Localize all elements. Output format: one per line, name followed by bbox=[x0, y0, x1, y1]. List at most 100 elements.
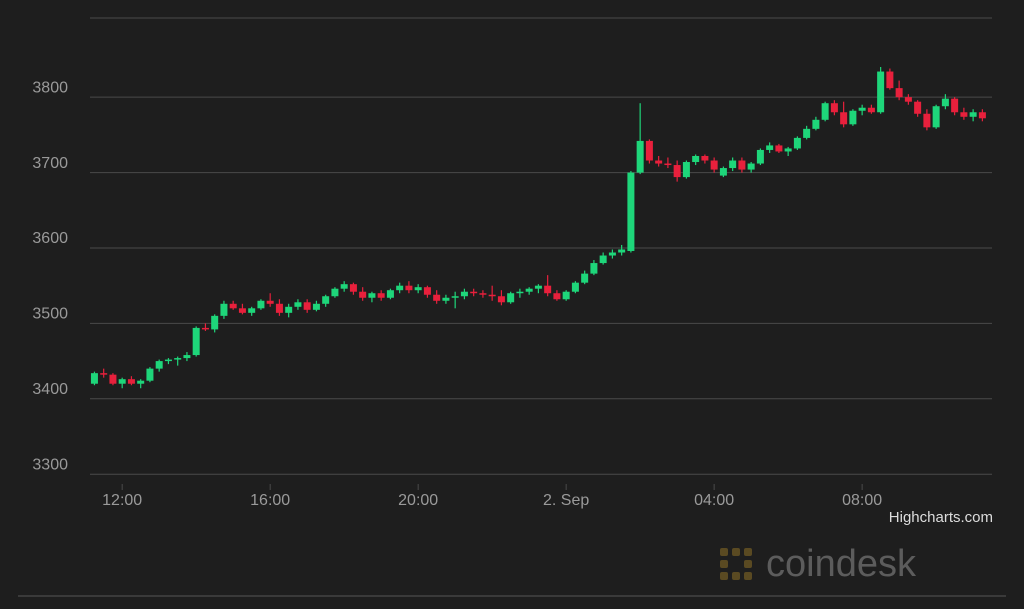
candle-body bbox=[877, 71, 885, 113]
candle-body bbox=[738, 160, 746, 170]
candle-body bbox=[100, 373, 108, 375]
candle-body bbox=[544, 285, 552, 294]
x-tick-label: 20:00 bbox=[398, 492, 438, 509]
candle-body bbox=[285, 306, 293, 313]
candle-body bbox=[229, 303, 237, 309]
candle-body bbox=[941, 98, 949, 107]
x-tick-label: 16:00 bbox=[250, 492, 290, 509]
candle-body bbox=[673, 165, 681, 178]
candle-body bbox=[599, 255, 607, 264]
x-tick-label: 04:00 bbox=[694, 492, 734, 509]
candle-body bbox=[840, 112, 848, 125]
candle-body bbox=[460, 291, 468, 297]
candle-body bbox=[978, 112, 986, 119]
watermark-logo bbox=[720, 548, 752, 580]
candle-body bbox=[895, 88, 903, 98]
candle-body bbox=[497, 296, 505, 303]
y-tick-label: 3700 bbox=[32, 155, 68, 172]
candle-body bbox=[238, 308, 246, 313]
x-tick-label: 12:00 bbox=[102, 492, 142, 509]
candle-body bbox=[682, 162, 690, 178]
candle-body bbox=[645, 140, 653, 161]
candle-body bbox=[266, 300, 274, 304]
candle-body bbox=[960, 112, 968, 117]
candle-body bbox=[377, 293, 385, 298]
candle-body bbox=[904, 97, 912, 102]
y-tick-label: 3800 bbox=[32, 79, 68, 96]
candle-body bbox=[433, 294, 441, 301]
candle-body bbox=[386, 290, 394, 298]
candle-body bbox=[858, 107, 866, 111]
candle-body bbox=[405, 285, 413, 291]
candle-body bbox=[581, 273, 589, 283]
candle-body bbox=[830, 103, 838, 113]
candle-body bbox=[507, 293, 515, 303]
credits[interactable]: Highcharts.com bbox=[889, 509, 993, 526]
candle-body bbox=[553, 293, 561, 300]
candle-body bbox=[470, 291, 478, 294]
candle-body bbox=[451, 296, 459, 298]
candle-body bbox=[655, 160, 663, 164]
candle-body bbox=[618, 249, 626, 253]
candle-body bbox=[164, 359, 172, 362]
candle-body bbox=[608, 252, 616, 256]
candle-body bbox=[248, 308, 256, 313]
candle-body bbox=[146, 368, 154, 381]
candle-body bbox=[692, 155, 700, 163]
candle-body bbox=[914, 101, 922, 114]
candle-body bbox=[571, 282, 579, 292]
candle-body bbox=[590, 263, 598, 274]
y-tick-label: 3500 bbox=[32, 306, 68, 323]
candle-body bbox=[803, 128, 811, 138]
candle-body bbox=[756, 149, 764, 164]
candle-body bbox=[701, 155, 709, 161]
y-tick-label: 3300 bbox=[32, 456, 68, 473]
candle-body bbox=[636, 140, 644, 173]
candle-body bbox=[627, 172, 635, 251]
candle-body bbox=[479, 293, 487, 295]
candle-body bbox=[349, 284, 357, 292]
candle-body bbox=[174, 358, 182, 360]
candle-body bbox=[396, 285, 404, 291]
candle-body bbox=[812, 119, 820, 129]
candle-body bbox=[368, 293, 376, 298]
candle-body bbox=[969, 112, 977, 117]
x-tick-label: 08:00 bbox=[842, 492, 882, 509]
candle-body bbox=[951, 98, 959, 113]
candle-body bbox=[137, 380, 145, 384]
candle-body bbox=[312, 303, 320, 310]
candle-body bbox=[793, 137, 801, 149]
candle-body bbox=[729, 160, 737, 169]
candle-body bbox=[525, 288, 533, 292]
candle-body bbox=[886, 71, 894, 89]
candle-body bbox=[442, 297, 450, 301]
candle-body bbox=[562, 291, 570, 300]
candle-body bbox=[257, 300, 265, 309]
candle-body bbox=[516, 291, 524, 294]
candle-body bbox=[201, 327, 209, 330]
candle-body bbox=[118, 379, 126, 384]
candle-body bbox=[275, 303, 283, 313]
candle-body bbox=[923, 113, 931, 128]
candle-body bbox=[109, 374, 117, 384]
candle-body bbox=[294, 302, 302, 307]
candle-body bbox=[183, 355, 191, 359]
y-tick-label: 3400 bbox=[32, 381, 68, 398]
candle-body bbox=[340, 284, 348, 289]
candle-body bbox=[414, 287, 422, 291]
candle-body bbox=[664, 163, 672, 166]
y-tick-label: 3600 bbox=[32, 230, 68, 247]
candle-body bbox=[775, 145, 783, 152]
candle-body bbox=[359, 291, 367, 298]
candle-body bbox=[90, 373, 98, 384]
candle-body bbox=[423, 287, 431, 295]
candle-body bbox=[719, 168, 727, 176]
candle-body bbox=[488, 294, 496, 297]
candle-body bbox=[784, 148, 792, 152]
candle-body bbox=[155, 361, 163, 369]
candle-body bbox=[932, 106, 940, 128]
candle-body bbox=[821, 103, 829, 120]
